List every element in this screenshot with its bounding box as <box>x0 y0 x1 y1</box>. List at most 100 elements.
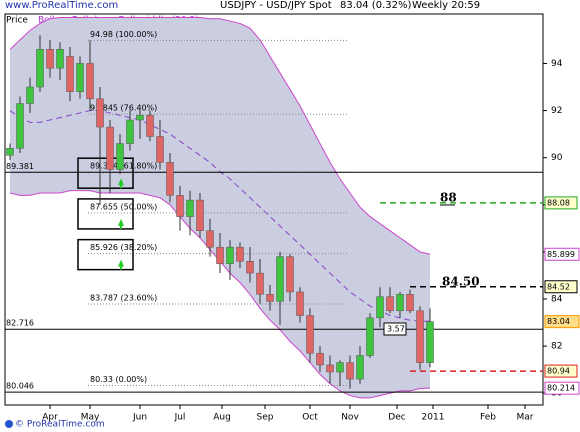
fib-label: 85.926 (38.20%) <box>90 243 157 252</box>
x-tick-label: Sep <box>257 413 274 423</box>
x-tick-label: Mar <box>517 413 534 423</box>
target-value: 80.94 <box>547 367 570 376</box>
footer: © ProRealTime.com <box>15 420 105 430</box>
period: Weekly 20:59 <box>412 0 480 11</box>
annotation: 84.50 <box>442 275 480 289</box>
x-tick-label: May <box>81 413 100 423</box>
candle-body <box>36 49 44 88</box>
candle-body <box>256 272 264 295</box>
candle-body <box>136 115 144 121</box>
plot-frame <box>4 13 544 406</box>
candle-body <box>26 86 34 104</box>
change: 83.04 (0.32%) <box>340 0 411 11</box>
target-value: 88.08 <box>547 198 570 207</box>
candle-body <box>166 162 174 196</box>
x-tick-label: Oct <box>302 413 318 423</box>
last-value: 85.899 <box>547 250 575 259</box>
instrument: USDJPY - USD/JPY Spot <box>220 0 332 11</box>
last-box <box>544 381 580 395</box>
candle-body <box>376 296 384 319</box>
x-tick-label: Dec <box>388 413 405 423</box>
candle-body <box>86 63 94 100</box>
band-upper <box>9 17 431 255</box>
annotation: 3.57 <box>387 325 405 334</box>
candle-body <box>426 321 434 363</box>
candle-body <box>56 49 64 69</box>
target-value: 84.52 <box>547 282 570 291</box>
candle-body <box>96 98 104 128</box>
candle-body <box>6 148 14 156</box>
fib-box <box>77 157 134 189</box>
site: www.ProRealTime.com <box>5 0 118 11</box>
candle-body <box>326 364 334 373</box>
x-tick-label: Nov <box>341 413 359 423</box>
y-tick-label: 84 <box>551 295 563 305</box>
candle-body <box>126 119 134 144</box>
candle-body <box>396 294 404 312</box>
fib-label: 91.845 (76.40%) <box>90 104 157 113</box>
band-fill <box>10 17 430 398</box>
price-label: Price <box>6 16 28 26</box>
arrow <box>118 218 124 229</box>
candle-body <box>66 56 74 92</box>
x-tick-label: Aug <box>213 413 231 423</box>
candle-body <box>406 294 414 312</box>
candle-body <box>156 136 164 163</box>
fib-label: 83.787 (23.60%) <box>90 294 157 303</box>
candle-body <box>176 195 184 217</box>
candle-body <box>296 291 304 316</box>
arrow <box>118 178 124 189</box>
last-value: 83.04 <box>547 317 570 326</box>
candle-body <box>236 246 244 262</box>
y-tick-label: 90 <box>551 153 563 163</box>
last-box <box>544 247 580 261</box>
x-tick-label: 2011 <box>422 413 445 423</box>
x-tick-label: Apr <box>42 413 58 423</box>
y-tick-label: 94 <box>551 59 563 69</box>
candle-body <box>16 103 24 149</box>
x-tick-label: Jul <box>174 413 186 423</box>
target-box <box>544 280 578 294</box>
candle-body <box>416 310 424 363</box>
target-box <box>544 364 578 378</box>
candle-body <box>386 296 394 312</box>
candle-body <box>76 63 84 92</box>
candle-body <box>186 199 194 217</box>
fib-label: 87.655 (50.00%) <box>90 202 157 211</box>
candle-body <box>276 256 284 302</box>
candle-body <box>196 199 204 231</box>
candle-body <box>216 246 224 264</box>
h-line-label: 82.716 <box>6 319 34 328</box>
logo <box>5 420 13 428</box>
candle-body <box>266 294 274 302</box>
candle-body <box>346 362 354 380</box>
x-tick-label: Jun <box>132 413 147 423</box>
fib-box <box>77 238 134 271</box>
candle-body <box>306 315 314 354</box>
candle-body <box>316 352 324 366</box>
candle-body <box>106 126 114 170</box>
last-value: 80.214 <box>547 384 575 393</box>
fib-box <box>77 198 134 230</box>
last-box <box>544 315 580 329</box>
candle-body <box>246 261 254 274</box>
candle-body <box>366 317 374 356</box>
target-box <box>544 196 578 210</box>
fib-label: 80.33 (0.00%) <box>90 375 147 384</box>
annotation-box <box>383 322 407 336</box>
h-line-label: 89.381 <box>6 162 34 171</box>
h-line-label: 80.046 <box>6 382 34 391</box>
arrow <box>118 259 124 270</box>
candle-body <box>356 355 364 380</box>
candle-body <box>336 362 344 373</box>
candle-body <box>226 246 234 264</box>
candle-body <box>286 256 294 293</box>
y-tick-label: 92 <box>551 106 562 116</box>
candle-body <box>206 230 214 248</box>
candle-body <box>146 115 154 137</box>
candle-body <box>116 143 124 170</box>
candle-body <box>46 49 54 69</box>
y-tick-label: 82 <box>551 342 562 352</box>
